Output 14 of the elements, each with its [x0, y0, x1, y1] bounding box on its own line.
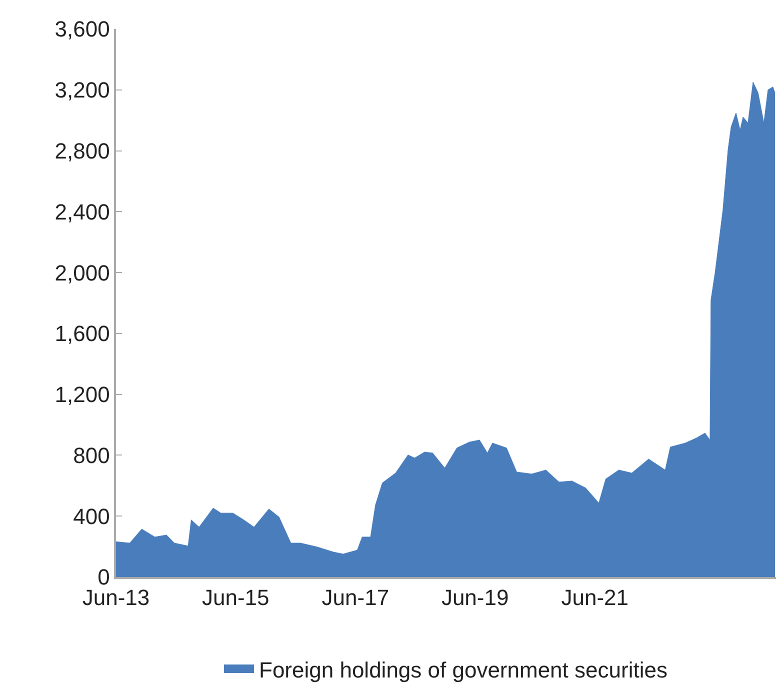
y-tick-label: 1,200: [54, 382, 110, 408]
y-tick-label: 2,000: [54, 260, 110, 286]
x-tick-label: Jun-17: [322, 585, 390, 610]
y-tick-label: 2,800: [54, 138, 110, 164]
y-tick-label: 1,600: [54, 321, 110, 346]
x-tick-label: Jun-15: [202, 585, 270, 610]
y-tick-label: 800: [73, 442, 110, 468]
x-tick-label: Jun-21: [561, 585, 629, 610]
x-tick-label: Jun-19: [441, 585, 509, 610]
y-tick-label: 2,400: [54, 199, 110, 224]
legend-label: Foreign holdings of government securities: [259, 658, 668, 683]
y-tick-label: 3,600: [54, 16, 110, 42]
y-tick-label: 400: [73, 504, 110, 529]
y-tick-label: 3,200: [54, 78, 110, 103]
